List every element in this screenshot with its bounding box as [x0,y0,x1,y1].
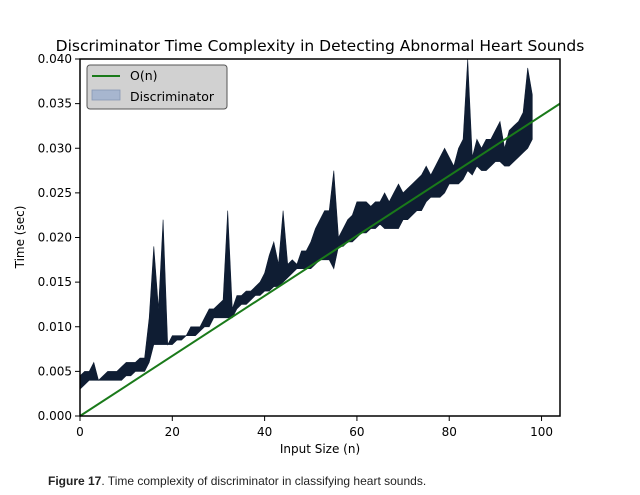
y-tick-label: 0.040 [38,52,72,66]
y-tick-label: 0.035 [38,97,72,111]
band-layer [79,58,533,390]
y-tick-label: 0.025 [38,186,72,200]
y-tick-label: 0.005 [38,364,72,378]
caption-text: . Time complexity of discriminator in cl… [101,474,427,488]
linear-reference-line [79,102,561,417]
x-axis-label: Input Size (n) [280,442,360,456]
y-tick-label: 0.030 [38,141,72,155]
y-tick-label: 0.010 [38,320,72,334]
y-axis: 0.000 0.005 0.010 0.015 0.020 0.025 0.030 0.035… [38,52,80,423]
chart: Discriminator Time Complexity in Detecti… [13,37,585,456]
x-tick-label: 40 [257,425,272,439]
y-tick-label: 0.000 [38,409,72,423]
x-tick-label: 20 [165,425,180,439]
caption-label: Figure 17 [48,474,102,488]
legend: O(n) Discriminator [86,64,228,110]
x-axis: 0 20 40 60 80 100 [76,416,553,439]
y-axis-label: Time (sec) [13,206,27,270]
discriminator-band [79,58,533,390]
chart-title: Discriminator Time Complexity in Detecti… [56,37,585,55]
legend-box [86,64,228,110]
figure-caption: Figure 17. Time complexity of discrimina… [48,474,426,488]
y-tick-label: 0.015 [38,275,72,289]
legend-patch-icon [91,89,121,101]
legend-entry-linear: O(n) [130,68,158,83]
y-tick-label: 0.020 [38,231,72,245]
x-tick-label: 100 [530,425,553,439]
legend-entry-band: Discriminator [130,89,215,104]
line-layer [79,102,561,417]
x-tick-label: 60 [349,425,364,439]
x-tick-label: 80 [442,425,457,439]
x-tick-label: 0 [76,425,84,439]
